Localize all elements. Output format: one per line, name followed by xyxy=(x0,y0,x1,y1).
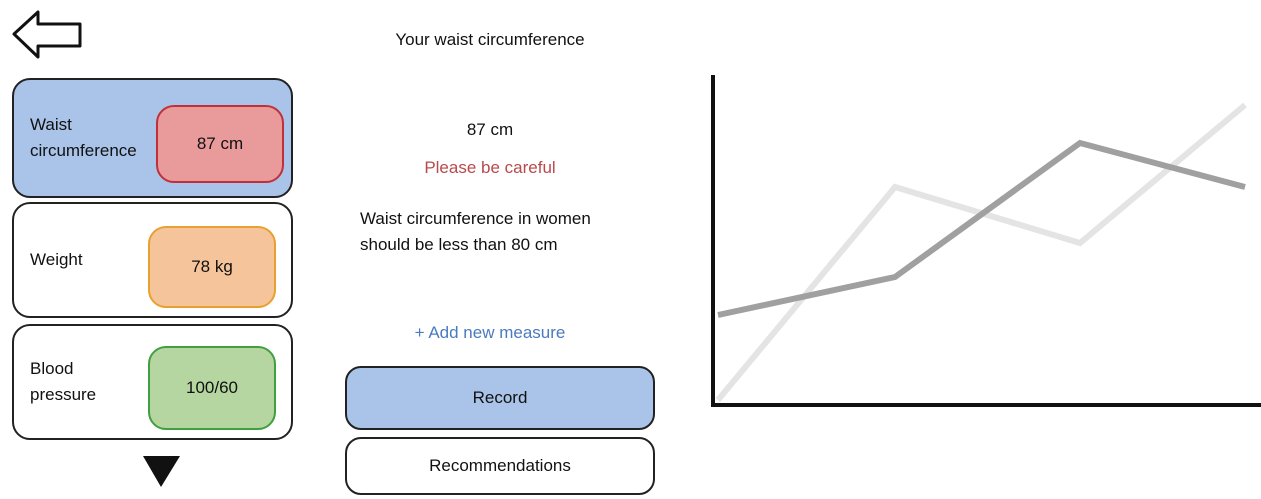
scroll-down[interactable] xyxy=(143,456,180,487)
record-button[interactable]: Record xyxy=(345,366,655,430)
card-value: 87 cm xyxy=(156,105,284,183)
note: Waist circumference in women should be l… xyxy=(360,209,591,254)
back-button[interactable] xyxy=(12,10,82,59)
card-label: Weight xyxy=(30,250,83,269)
value: 87 cm xyxy=(466,120,514,139)
measure-card[interactable]: Weight 78 kg xyxy=(12,202,293,318)
card-value: 78 kg xyxy=(148,226,276,308)
warning: Please be careful xyxy=(424,158,556,177)
chart-line xyxy=(717,139,1246,318)
measure-card[interactable]: Waist circumference 87 cm xyxy=(12,78,293,198)
measure-card[interactable]: Blood pressure 100/60 xyxy=(12,324,293,440)
card-value: 100/60 xyxy=(148,346,276,430)
recommendations-button[interactable]: Recommendations xyxy=(345,437,655,495)
card-label: Blood pressure xyxy=(30,359,97,404)
add-link[interactable]: + Add new measure xyxy=(414,323,566,342)
card-label: Waist circumference xyxy=(30,115,137,160)
chart-line xyxy=(715,102,1247,402)
title: Your waist circumference xyxy=(395,30,585,49)
